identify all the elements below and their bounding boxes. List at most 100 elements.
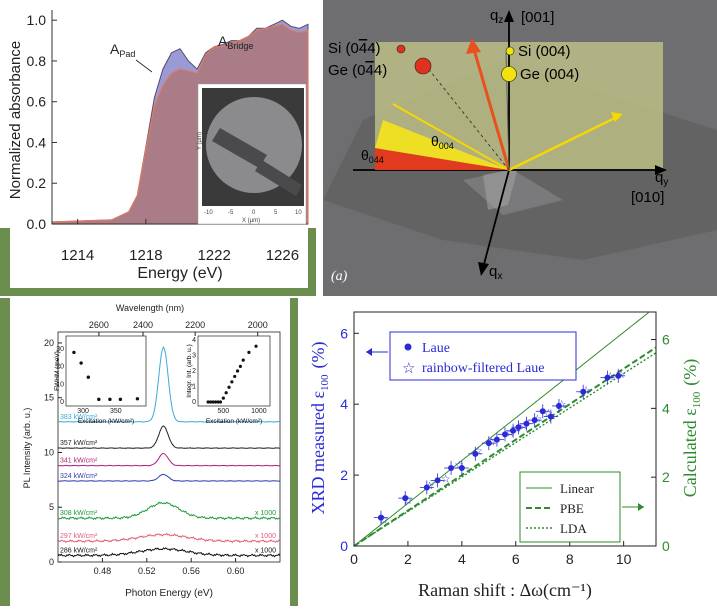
y-tick-label: 1.0	[27, 12, 47, 28]
legend-lda: LDA	[560, 521, 587, 536]
xrd-x-tick-label: 4	[458, 551, 466, 567]
fwhm-ytick: 0	[60, 399, 64, 406]
fwhm-point	[86, 375, 91, 379]
wavelength-tick-label: 2000	[248, 320, 268, 330]
inset-xtick: 10	[295, 210, 302, 216]
fwhm-xlabel: Excitation (kW/cm²)	[78, 418, 134, 425]
intint-xtick: 1000	[251, 408, 267, 415]
intint-point	[235, 369, 240, 373]
intint-point	[213, 400, 218, 404]
xrd-y-tick-label: 0	[340, 538, 348, 554]
pl-trace-label: 324 kW/cm²	[60, 473, 98, 480]
xrd-frame	[353, 311, 657, 547]
fwhm-xtick: 350	[110, 408, 122, 415]
laue-point	[615, 372, 622, 379]
qz-direction: [001]	[521, 9, 554, 26]
calc-y-tick-label: 2	[662, 469, 670, 485]
legend-rainbow: rainbow-filtered Laue	[422, 361, 544, 376]
rainbow-laue-point: ☆	[379, 514, 389, 526]
calc-y-tick-label: 0	[662, 538, 670, 554]
absorbance-panel: 0.0 0.2 0.4 0.6 0.8 1.0 1214 1218 1222 1226 -10 …	[0, 0, 316, 296]
intint-point	[208, 400, 213, 404]
model-line-linear	[353, 311, 650, 547]
intint-point	[211, 400, 215, 404]
sem-bar-1	[212, 128, 267, 168]
fwhm-point	[72, 350, 76, 355]
laue-point	[423, 484, 430, 491]
laue-point	[493, 436, 500, 443]
qx-label: qx	[489, 263, 502, 282]
laue-point	[539, 408, 546, 415]
pl-xlabel: Photon Energy (eV)	[125, 588, 213, 599]
wavelength-tick-label: 2200	[185, 320, 205, 330]
wavelength-tick-label: 2600	[89, 320, 109, 330]
laue-point	[377, 514, 384, 521]
pl-trace-label: 341 kW/cm²	[60, 458, 98, 465]
y-tick-label: 0.6	[27, 94, 47, 110]
laue-point	[458, 465, 465, 471]
theta-044-label: θ044	[361, 147, 384, 165]
pl-scale-label: x 1000	[255, 533, 276, 540]
rainbow-laue-point: ☆	[505, 428, 515, 440]
xrd-x-tick-label: 0	[350, 551, 358, 567]
ge-004-label: Ge (004)	[520, 66, 579, 83]
pl-scale-label: x 1000	[255, 547, 276, 554]
xrd-y-tick-label: 6	[340, 325, 348, 341]
pl-chart: Wavelength (nm) 2600 2400 2200 2000 0510152…	[0, 298, 298, 606]
pl-trace	[57, 501, 281, 521]
pl-y-tick-label: 0	[49, 557, 54, 567]
pl-trace	[57, 532, 281, 544]
photoluminescence-panel: Wavelength (nm) 2600 2400 2200 2000 0 5 10 15 2…	[0, 298, 298, 606]
pl-trace-label: 286 kW/cm²	[60, 547, 98, 554]
calc-y-tick-label: 6	[662, 332, 670, 348]
ge-044-point	[414, 57, 432, 75]
rainbow-laue-point: ☆	[519, 420, 529, 432]
intint-point	[233, 374, 237, 379]
laue-point	[448, 465, 455, 471]
qy-direction: [010]	[631, 189, 664, 206]
pl-trace-label: 383 kW/cm²	[60, 414, 98, 421]
pl-y-tick-label: 5	[49, 502, 54, 512]
sem-inset: -10 -5 0 5 10 X (µm) Y (µm)	[197, 83, 307, 225]
fwhm-ylabel: FWHM (meV)	[54, 351, 61, 391]
fwhm-ytick: 20	[56, 364, 64, 371]
xrd-y-tick-label: 2	[340, 467, 348, 483]
pl-trace-label: 308 kW/cm²	[60, 510, 98, 517]
pl-trace	[57, 453, 281, 467]
fwhm-point	[97, 397, 101, 402]
inset-xtick: 5	[274, 210, 278, 216]
qz-label: qz	[490, 7, 503, 26]
intint-point	[241, 358, 245, 362]
intint-point	[221, 396, 225, 400]
si-044-point	[396, 44, 406, 54]
intint-ytick: 1	[192, 384, 196, 391]
yellow-incident-ray	[392, 103, 510, 171]
intint-point	[218, 400, 223, 404]
intint-point	[238, 364, 242, 368]
rainbow-laue-point: ☆	[581, 385, 591, 397]
intint-point	[230, 380, 234, 384]
laue-point	[502, 431, 508, 438]
pl-frame	[57, 331, 281, 563]
legend-linear: Linear	[560, 481, 595, 496]
laue-point	[472, 450, 479, 457]
laue-point	[604, 374, 611, 381]
fwhm-ytick: 30	[56, 346, 64, 353]
xrd-y-tick-label: 4	[340, 396, 348, 412]
pl-x-tick-label: 0.60	[227, 566, 245, 576]
x-tick-label: 1218	[129, 247, 162, 264]
x-tick-label: 1214	[61, 247, 94, 264]
absorbance-chart: 0.0 0.2 0.4 0.6 0.8 1.0 1214 1218 1222 1226 -10 …	[0, 0, 316, 296]
intint-point	[224, 391, 228, 395]
x-tick-label: 1222	[197, 247, 230, 264]
rainbow-laue-point: ☆	[454, 459, 464, 471]
pl-trace	[57, 473, 281, 482]
legend-laue-marker	[404, 343, 412, 351]
fwhm-ytick: 10	[56, 381, 64, 388]
pl-trace-label: 357 kW/cm²	[60, 440, 98, 447]
intint-xlabel: Excitation (kW/cm²)	[206, 418, 262, 425]
fwhm-xtick: 300	[77, 408, 89, 415]
y-tick-label: 0.2	[27, 175, 47, 191]
raman-xlabel: Raman shift : Δω(cm⁻¹)	[418, 580, 592, 601]
rainbow-laue-point: ☆	[487, 436, 497, 448]
